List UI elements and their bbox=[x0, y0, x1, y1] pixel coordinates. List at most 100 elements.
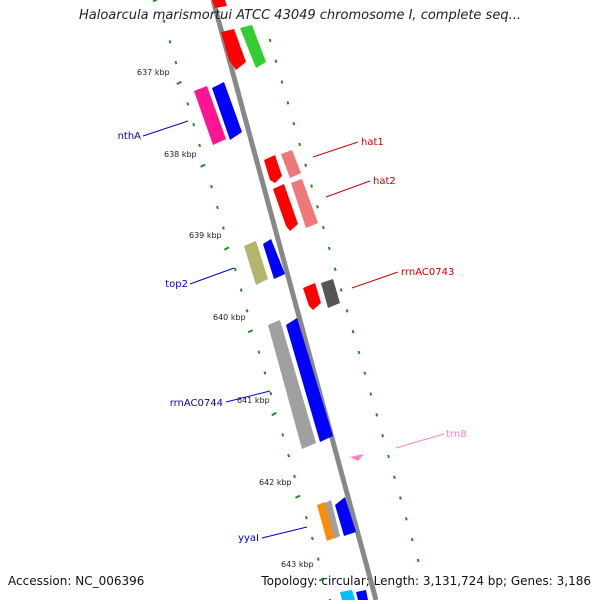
tick-dot bbox=[416, 558, 420, 563]
label-nthA[interactable]: nthA bbox=[118, 131, 142, 142]
tick-dot bbox=[271, 411, 277, 417]
tick-labels: 637 kbp 638 kbp 639 kbp 640 kbp 641 kbp … bbox=[137, 68, 314, 569]
leader-hat1 bbox=[312, 141, 359, 158]
tick-dot bbox=[223, 246, 230, 251]
tick-dot bbox=[327, 246, 331, 251]
label-top2[interactable]: top2 bbox=[165, 279, 188, 290]
tick-dot bbox=[369, 392, 373, 396]
label-rrnAC0744[interactable]: rrnAC0744 bbox=[170, 398, 223, 409]
gene-hat2[interactable] bbox=[273, 184, 298, 231]
tick-dot bbox=[304, 163, 308, 167]
tick-dot bbox=[322, 225, 325, 230]
gene-red-top[interactable] bbox=[221, 29, 246, 70]
label-trn8[interactable]: trn8 bbox=[446, 429, 467, 440]
gene-nthA[interactable] bbox=[194, 86, 226, 145]
tick-dot bbox=[222, 226, 225, 230]
tick-label-638: 638 kbp bbox=[164, 150, 197, 159]
tick-dot bbox=[186, 102, 190, 106]
gene-yyaI[interactable] bbox=[317, 502, 334, 541]
tick-dot bbox=[298, 142, 302, 147]
tick-dot bbox=[280, 80, 284, 84]
tick-dot bbox=[399, 496, 402, 500]
tick-dot bbox=[198, 143, 202, 148]
tick-dot bbox=[268, 38, 272, 43]
gene-top2[interactable] bbox=[244, 241, 268, 285]
tick-dot bbox=[292, 121, 296, 126]
tick-dot bbox=[168, 40, 172, 44]
gene-hat2-b[interactable] bbox=[291, 179, 318, 228]
tick-dot bbox=[274, 59, 278, 63]
tick-dot bbox=[318, 577, 325, 582]
tick-dot bbox=[216, 205, 219, 210]
gene-rrnAC0744[interactable] bbox=[268, 320, 316, 449]
tick-dot bbox=[257, 350, 261, 354]
tick-dot bbox=[316, 557, 320, 561]
tick-dot bbox=[176, 80, 182, 85]
accession-text: Accession: NC_006396 bbox=[8, 574, 145, 588]
tick-dot bbox=[239, 288, 243, 292]
tick-dot bbox=[200, 163, 206, 168]
tick-dot bbox=[333, 267, 337, 271]
gene-blue-top2[interactable] bbox=[263, 239, 285, 279]
gene-green-top[interactable] bbox=[240, 25, 266, 68]
gene-hat1-b[interactable] bbox=[281, 150, 301, 178]
topology-text: Topology: circular; Length: 3,131,724 bp… bbox=[261, 574, 591, 588]
tick-label-639: 639 kbp bbox=[189, 231, 222, 240]
tick-dot bbox=[269, 391, 273, 396]
map-title: Haloarcula marismortui ATCC 43049 chromo… bbox=[79, 8, 521, 23]
tick-dot bbox=[287, 453, 290, 458]
tick-dot bbox=[316, 205, 319, 209]
leader-yyaI bbox=[261, 526, 308, 539]
gene-labels: nthA hat1 hat2 top2 rrnAC0743 rrnAC0744 … bbox=[118, 131, 467, 544]
gene-cyan-bottom[interactable] bbox=[340, 590, 355, 600]
tick-dot bbox=[192, 122, 196, 127]
tick-dot bbox=[381, 433, 384, 438]
tick-dot bbox=[305, 516, 308, 520]
tick-label-640: 640 kbp bbox=[213, 313, 246, 322]
tick-dot bbox=[152, 0, 158, 3]
tick-dot bbox=[375, 413, 379, 417]
tick-dot bbox=[295, 494, 301, 499]
label-hat2[interactable]: hat2 bbox=[373, 176, 396, 187]
gene-blue-nthA[interactable] bbox=[212, 82, 242, 140]
tick-dot bbox=[162, 19, 166, 23]
gene-trn8[interactable] bbox=[350, 454, 364, 461]
leader-rrnAC0744 bbox=[225, 390, 271, 403]
gene-red-top2[interactable] bbox=[212, 0, 227, 8]
tick-dot bbox=[245, 309, 249, 313]
tick-dot bbox=[339, 288, 343, 292]
label-rrnAC0743[interactable]: rrnAC0743 bbox=[401, 267, 454, 278]
tick-dot bbox=[286, 101, 290, 105]
tick-label-642: 642 kbp bbox=[259, 478, 292, 487]
gene-blue-rrnAC0744[interactable] bbox=[286, 318, 333, 442]
gene-red-rrnAC0743[interactable] bbox=[303, 283, 321, 310]
genes-layer bbox=[194, 0, 368, 600]
leader-lines bbox=[142, 120, 445, 539]
label-yyaI[interactable]: yyaI bbox=[238, 533, 259, 544]
gene-gray-yyaI[interactable] bbox=[325, 500, 340, 539]
gene-blue-yyaI[interactable] bbox=[335, 497, 356, 536]
gene-blue-bottom[interactable] bbox=[356, 590, 368, 600]
tick-label-643: 643 kbp bbox=[281, 560, 314, 569]
label-hat1[interactable]: hat1 bbox=[361, 137, 384, 148]
leader-rrnAC0743 bbox=[351, 271, 399, 289]
tick-dot bbox=[174, 60, 178, 65]
tick-dot bbox=[247, 329, 254, 334]
leader-top2 bbox=[189, 267, 235, 285]
tick-dot bbox=[263, 371, 267, 375]
tick-dot bbox=[351, 329, 355, 334]
gene-rrnAC0743[interactable] bbox=[321, 279, 340, 308]
tick-dot bbox=[210, 184, 213, 189]
tick-dot bbox=[404, 517, 408, 521]
tick-dots-layer bbox=[152, 0, 420, 603]
tick-dot bbox=[281, 433, 285, 437]
tick-dot bbox=[233, 267, 237, 272]
gene-hat1[interactable] bbox=[264, 155, 282, 183]
leader-hat2 bbox=[325, 180, 371, 198]
tick-dot bbox=[345, 309, 349, 313]
backbone bbox=[210, 0, 379, 601]
tick-dot bbox=[357, 350, 361, 355]
tick-dot bbox=[393, 475, 396, 479]
